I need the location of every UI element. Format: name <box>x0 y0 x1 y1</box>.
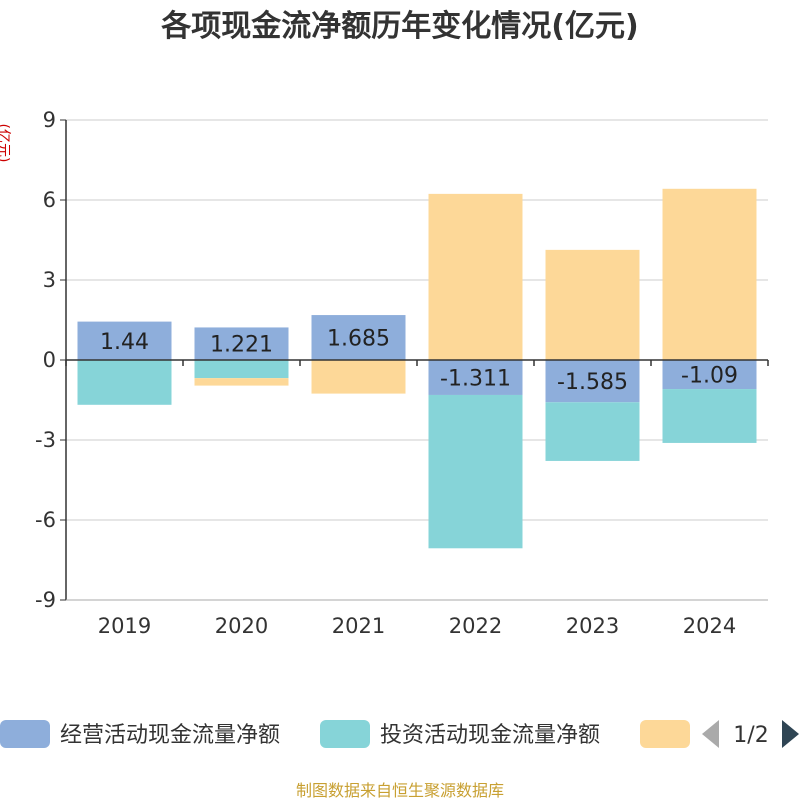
legend: 经营活动现金流量净额 投资活动现金流量净额 1/2 <box>0 720 799 748</box>
chart-title: 各项现金流净额历年变化情况(亿元) <box>160 9 638 44</box>
data-label: -1.09 <box>681 364 738 389</box>
y-axis-ticks: 9 6 3 0 -3 -6 -9 <box>35 108 66 612</box>
bar-segment <box>428 394 523 549</box>
data-labels: 1.44 1.221 1.685 -1.311 -1.585 -1.09 <box>100 327 738 396</box>
x-axis-ticks: 2019 2020 2021 2022 2023 2024 <box>98 614 736 638</box>
y-tick-label: 3 <box>43 268 56 292</box>
bar-segment <box>428 193 523 360</box>
legend-prev-icon[interactable] <box>702 720 719 748</box>
legend-label[interactable]: 经营活动现金流量净额 <box>60 723 280 748</box>
bar-segment <box>311 315 406 360</box>
data-label: 1.221 <box>210 333 273 358</box>
data-label: 1.685 <box>327 327 390 352</box>
bar-segment <box>77 321 172 360</box>
y-tick-label: 0 <box>43 348 56 372</box>
y-tick-label: 6 <box>43 188 56 212</box>
legend-swatch[interactable] <box>320 720 370 748</box>
legend-label[interactable]: 投资活动现金流量净额 <box>380 723 600 748</box>
bars <box>77 188 757 549</box>
bar-segment <box>428 360 523 395</box>
bar-segment <box>545 360 640 403</box>
y-tick-label: 9 <box>43 108 56 132</box>
legend-page-indicator: 1/2 <box>733 723 768 748</box>
bar-segment <box>311 360 406 394</box>
source-note: 制图数据来自恒生聚源数据库 <box>296 781 504 800</box>
x-tick-label: 2024 <box>683 614 736 638</box>
bar-segment <box>194 360 289 379</box>
legend-swatch[interactable] <box>0 720 50 748</box>
x-tick-label: 2019 <box>98 614 151 638</box>
legend-next-icon[interactable] <box>782 720 799 748</box>
x-tick-label: 2020 <box>215 614 268 638</box>
bar-segment <box>77 360 172 405</box>
bar-segment <box>194 378 289 386</box>
bar-segment <box>662 389 757 443</box>
y-tick-label: -6 <box>35 508 56 532</box>
data-label: -1.311 <box>440 366 511 391</box>
axes <box>65 120 769 601</box>
bar-segment <box>545 402 640 461</box>
data-label: 1.44 <box>100 330 149 355</box>
bar-segment <box>662 360 757 390</box>
y-axis-unit-label: (亿元) <box>0 124 11 163</box>
x-tick-label: 2023 <box>566 614 619 638</box>
y-tick-label: -9 <box>35 588 56 612</box>
data-label: -1.585 <box>557 370 628 395</box>
x-tick-label: 2022 <box>449 614 502 638</box>
bar-segment <box>662 188 757 360</box>
bar-segment <box>545 249 640 360</box>
legend-swatch[interactable] <box>640 720 690 748</box>
x-tick-label: 2021 <box>332 614 385 638</box>
y-tick-label: -3 <box>35 428 56 452</box>
bar-segment <box>194 327 289 360</box>
